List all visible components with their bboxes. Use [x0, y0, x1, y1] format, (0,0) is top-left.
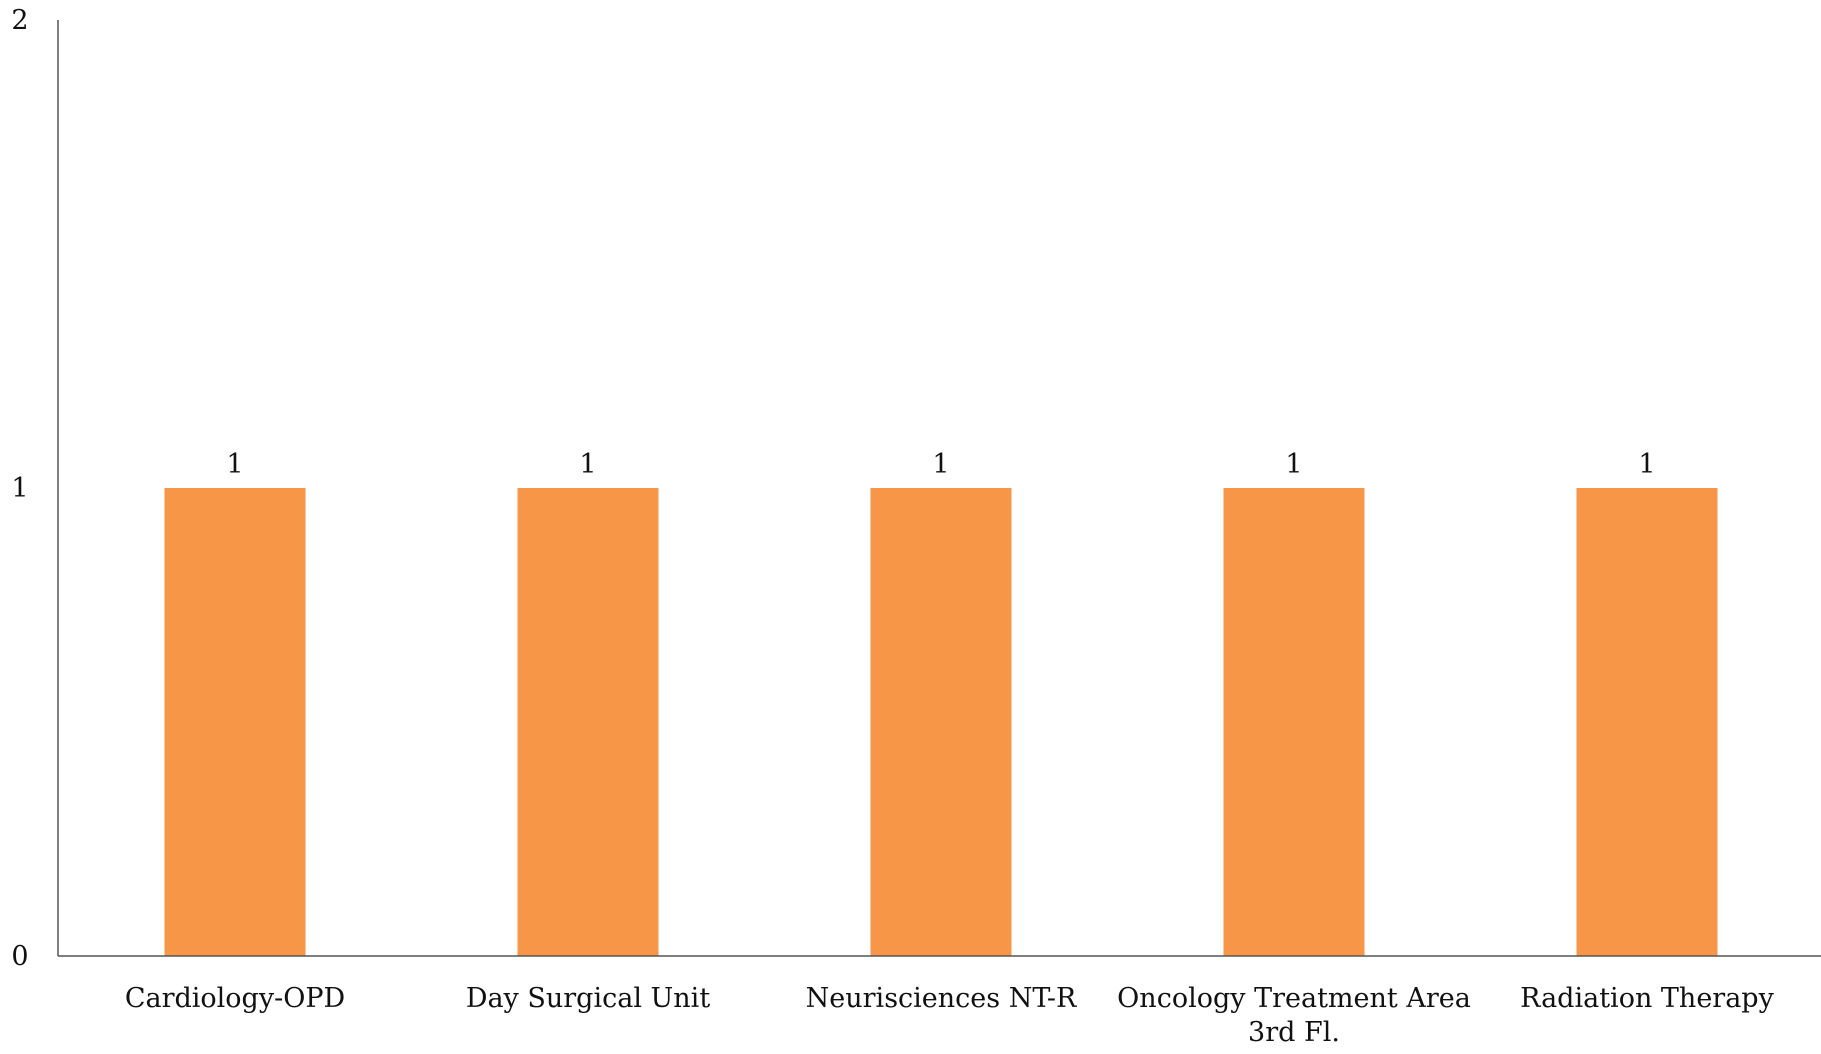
data-label: 1	[226, 449, 243, 480]
data-label: 1	[1638, 449, 1655, 480]
y-tick-label: 2	[11, 5, 28, 36]
data-labels-group: 1 1 1 1 1	[226, 449, 1655, 480]
bar	[164, 488, 306, 956]
y-axis-ticks: 0 1 2	[11, 5, 28, 972]
y-tick-label: 0	[11, 941, 28, 972]
bars-group	[164, 488, 1718, 956]
data-label: 1	[1285, 449, 1302, 480]
x-tick-label: Neurisciences NT-R	[806, 983, 1077, 1014]
bar	[1223, 488, 1365, 956]
y-tick-label: 1	[11, 473, 28, 504]
bar	[1576, 488, 1718, 956]
x-tick-label: Radiation Therapy	[1520, 983, 1774, 1014]
x-tick-label: Oncology Treatment Area 3rd Fl.	[1117, 983, 1471, 1048]
bar	[517, 488, 659, 956]
bar	[870, 488, 1012, 956]
data-label: 1	[579, 449, 596, 480]
data-label: 1	[932, 449, 949, 480]
x-tick-label: Cardiology-OPD	[125, 983, 345, 1014]
x-axis-labels: Cardiology-OPD Day Surgical Unit Neuriscie…	[125, 983, 1775, 1048]
x-tick-label: Day Surgical Unit	[466, 983, 711, 1014]
